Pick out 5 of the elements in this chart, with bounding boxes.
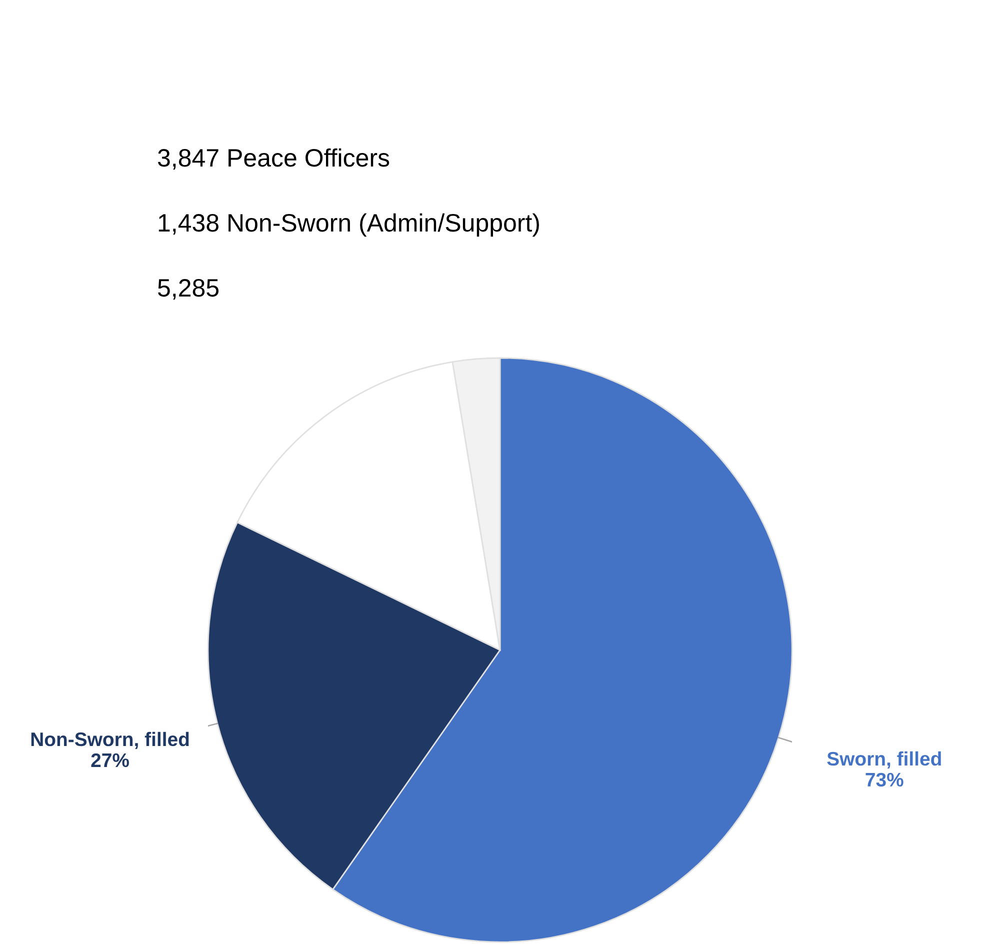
text: 3,847 Peace Officers	[158, 148, 390, 170]
text: 5,285	[158, 279, 219, 300]
slice-label: Sworn, filled 73%	[827, 751, 941, 787]
slice-label: Non-Sworn, filled 27%	[31, 732, 189, 768]
text: 1,438 Non-Sworn (Admin/Support)	[158, 213, 539, 237]
